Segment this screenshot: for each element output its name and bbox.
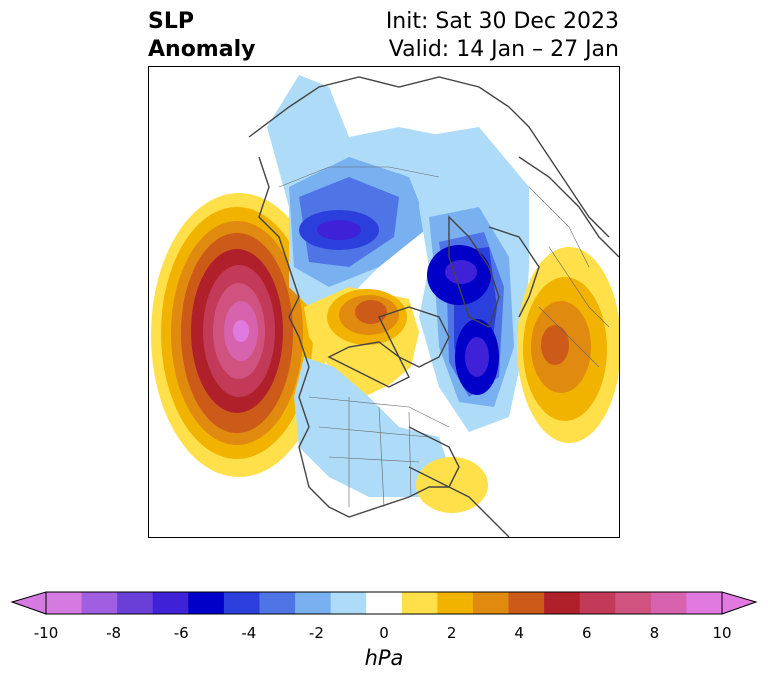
colorbar-unit: hPa <box>364 646 404 670</box>
colorbar-tick-label: 4 <box>514 624 524 642</box>
negative-anomaly-greenland-sea <box>419 127 529 432</box>
positive-anomaly-north-pacific <box>151 193 327 477</box>
coastlines <box>248 76 619 537</box>
colorbar-tick-label: 0 <box>379 624 389 642</box>
colorbar-segment <box>46 592 83 614</box>
colorbar-segment <box>508 592 545 614</box>
colorbar-segment <box>472 592 510 614</box>
colorbar <box>10 591 758 615</box>
political-borders <box>278 166 610 508</box>
map-title: SLP Anomaly <box>148 9 256 62</box>
colorbar-segment <box>366 592 403 614</box>
colorbar-segment <box>686 592 723 614</box>
negative-anomaly-siberia <box>267 75 459 307</box>
colorbar-tick-label: 10 <box>712 624 732 642</box>
positive-anomaly-western-atlantic <box>416 457 488 513</box>
colorbar-segment <box>579 592 616 614</box>
colorbar-tick-label: 8 <box>649 624 660 642</box>
positive-anomaly-eastern-europe <box>517 247 619 443</box>
colorbar-tick-label: 6 <box>582 624 592 642</box>
colorbar-segment <box>544 592 581 614</box>
colorbar-tick-label: -8 <box>106 624 122 642</box>
forecast-dates: Init: Sat 30 Dec 2023 Valid: 14 Jan – 27… <box>386 8 619 64</box>
colorbar-outline <box>45 591 723 615</box>
colorbar-segment <box>259 592 296 614</box>
colorbar-tick-label: -2 <box>308 624 324 642</box>
colorbar-segment <box>401 592 438 614</box>
colorbar-tick-label: -6 <box>173 624 189 642</box>
init-date: Init: Sat 30 Dec 2023 <box>385 9 619 34</box>
colorbar-segment <box>81 592 118 614</box>
colorbar-tick-label: -4 <box>241 624 257 642</box>
colorbar-tick-label: 2 <box>446 624 457 642</box>
colorbar-segment <box>330 592 367 614</box>
colorbar-extend-high <box>721 591 758 615</box>
colorbar-segment <box>437 592 474 614</box>
colorbar-segment <box>117 592 154 614</box>
slp-anomaly-map <box>151 75 619 537</box>
colorbar-segment <box>295 592 332 614</box>
colorbar-segments <box>46 592 723 614</box>
colorbar-tick-label: -10 <box>33 624 59 642</box>
colorbar-segment <box>650 592 687 614</box>
colorbar-extend-low <box>10 591 47 615</box>
colorbar-segment <box>223 592 260 614</box>
valid-range: Valid: 14 Jan – 27 Jan <box>388 37 619 62</box>
colorbar-segment <box>615 592 652 614</box>
colorbar-segment <box>188 592 225 614</box>
map-panel <box>148 66 620 538</box>
colorbar-segment <box>152 592 189 614</box>
